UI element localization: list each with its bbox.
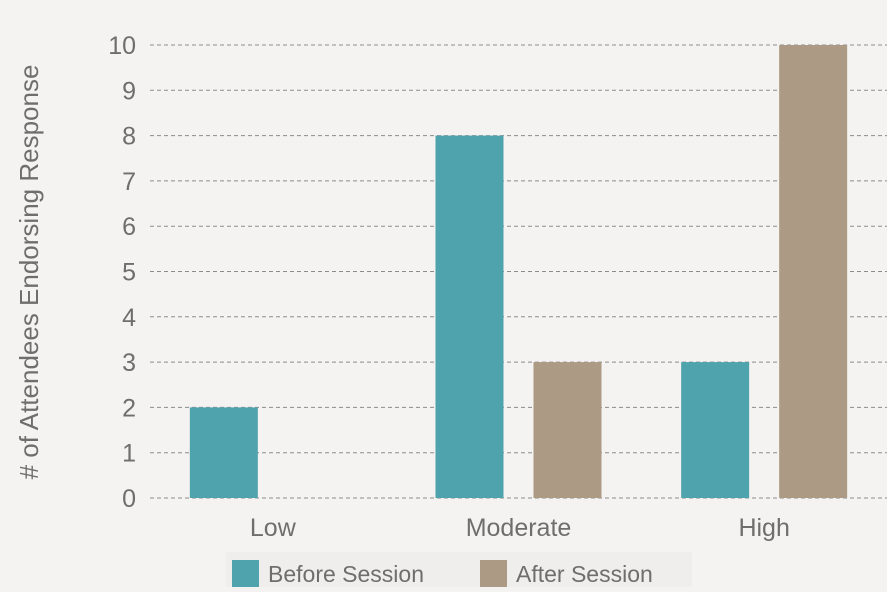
y-tick-label: 4 <box>122 304 136 332</box>
bar-moderate-after <box>533 362 602 498</box>
x-tick-label: Moderate <box>466 514 572 542</box>
y-tick-label: 3 <box>122 349 136 377</box>
bars <box>189 45 848 498</box>
x-tick-label: Low <box>250 514 297 542</box>
y-tick-label: 9 <box>122 77 136 105</box>
y-tick-label: 5 <box>122 259 136 287</box>
y-tick-labels: 0 1 2 3 4 5 6 7 8 9 10 <box>108 32 136 513</box>
x-tick-label: High <box>738 514 789 542</box>
y-tick-label: 8 <box>122 123 136 151</box>
legend-swatch-before <box>232 560 259 587</box>
y-tick-label: 1 <box>122 440 136 468</box>
y-tick-label: 6 <box>122 213 136 241</box>
x-tick-labels: Low Moderate High <box>250 514 790 542</box>
bar-high-before <box>681 362 750 498</box>
y-tick-label: 0 <box>122 485 136 513</box>
y-tick-label: 7 <box>122 168 136 196</box>
legend-label-after: After Session <box>516 561 653 587</box>
y-tick-label: 10 <box>108 32 136 60</box>
bar-high-after <box>779 45 848 498</box>
legend-label-before: Before Session <box>268 561 424 587</box>
legend-box <box>226 552 692 587</box>
legend: Before Session After Session <box>226 552 692 587</box>
bar-moderate-before <box>435 135 504 498</box>
y-axis-label: # of Attendees Endorsing Response <box>14 65 44 480</box>
gridlines <box>150 44 887 499</box>
bar-low-before <box>189 407 258 498</box>
y-tick-label: 2 <box>122 394 136 422</box>
legend-swatch-after <box>480 560 507 587</box>
